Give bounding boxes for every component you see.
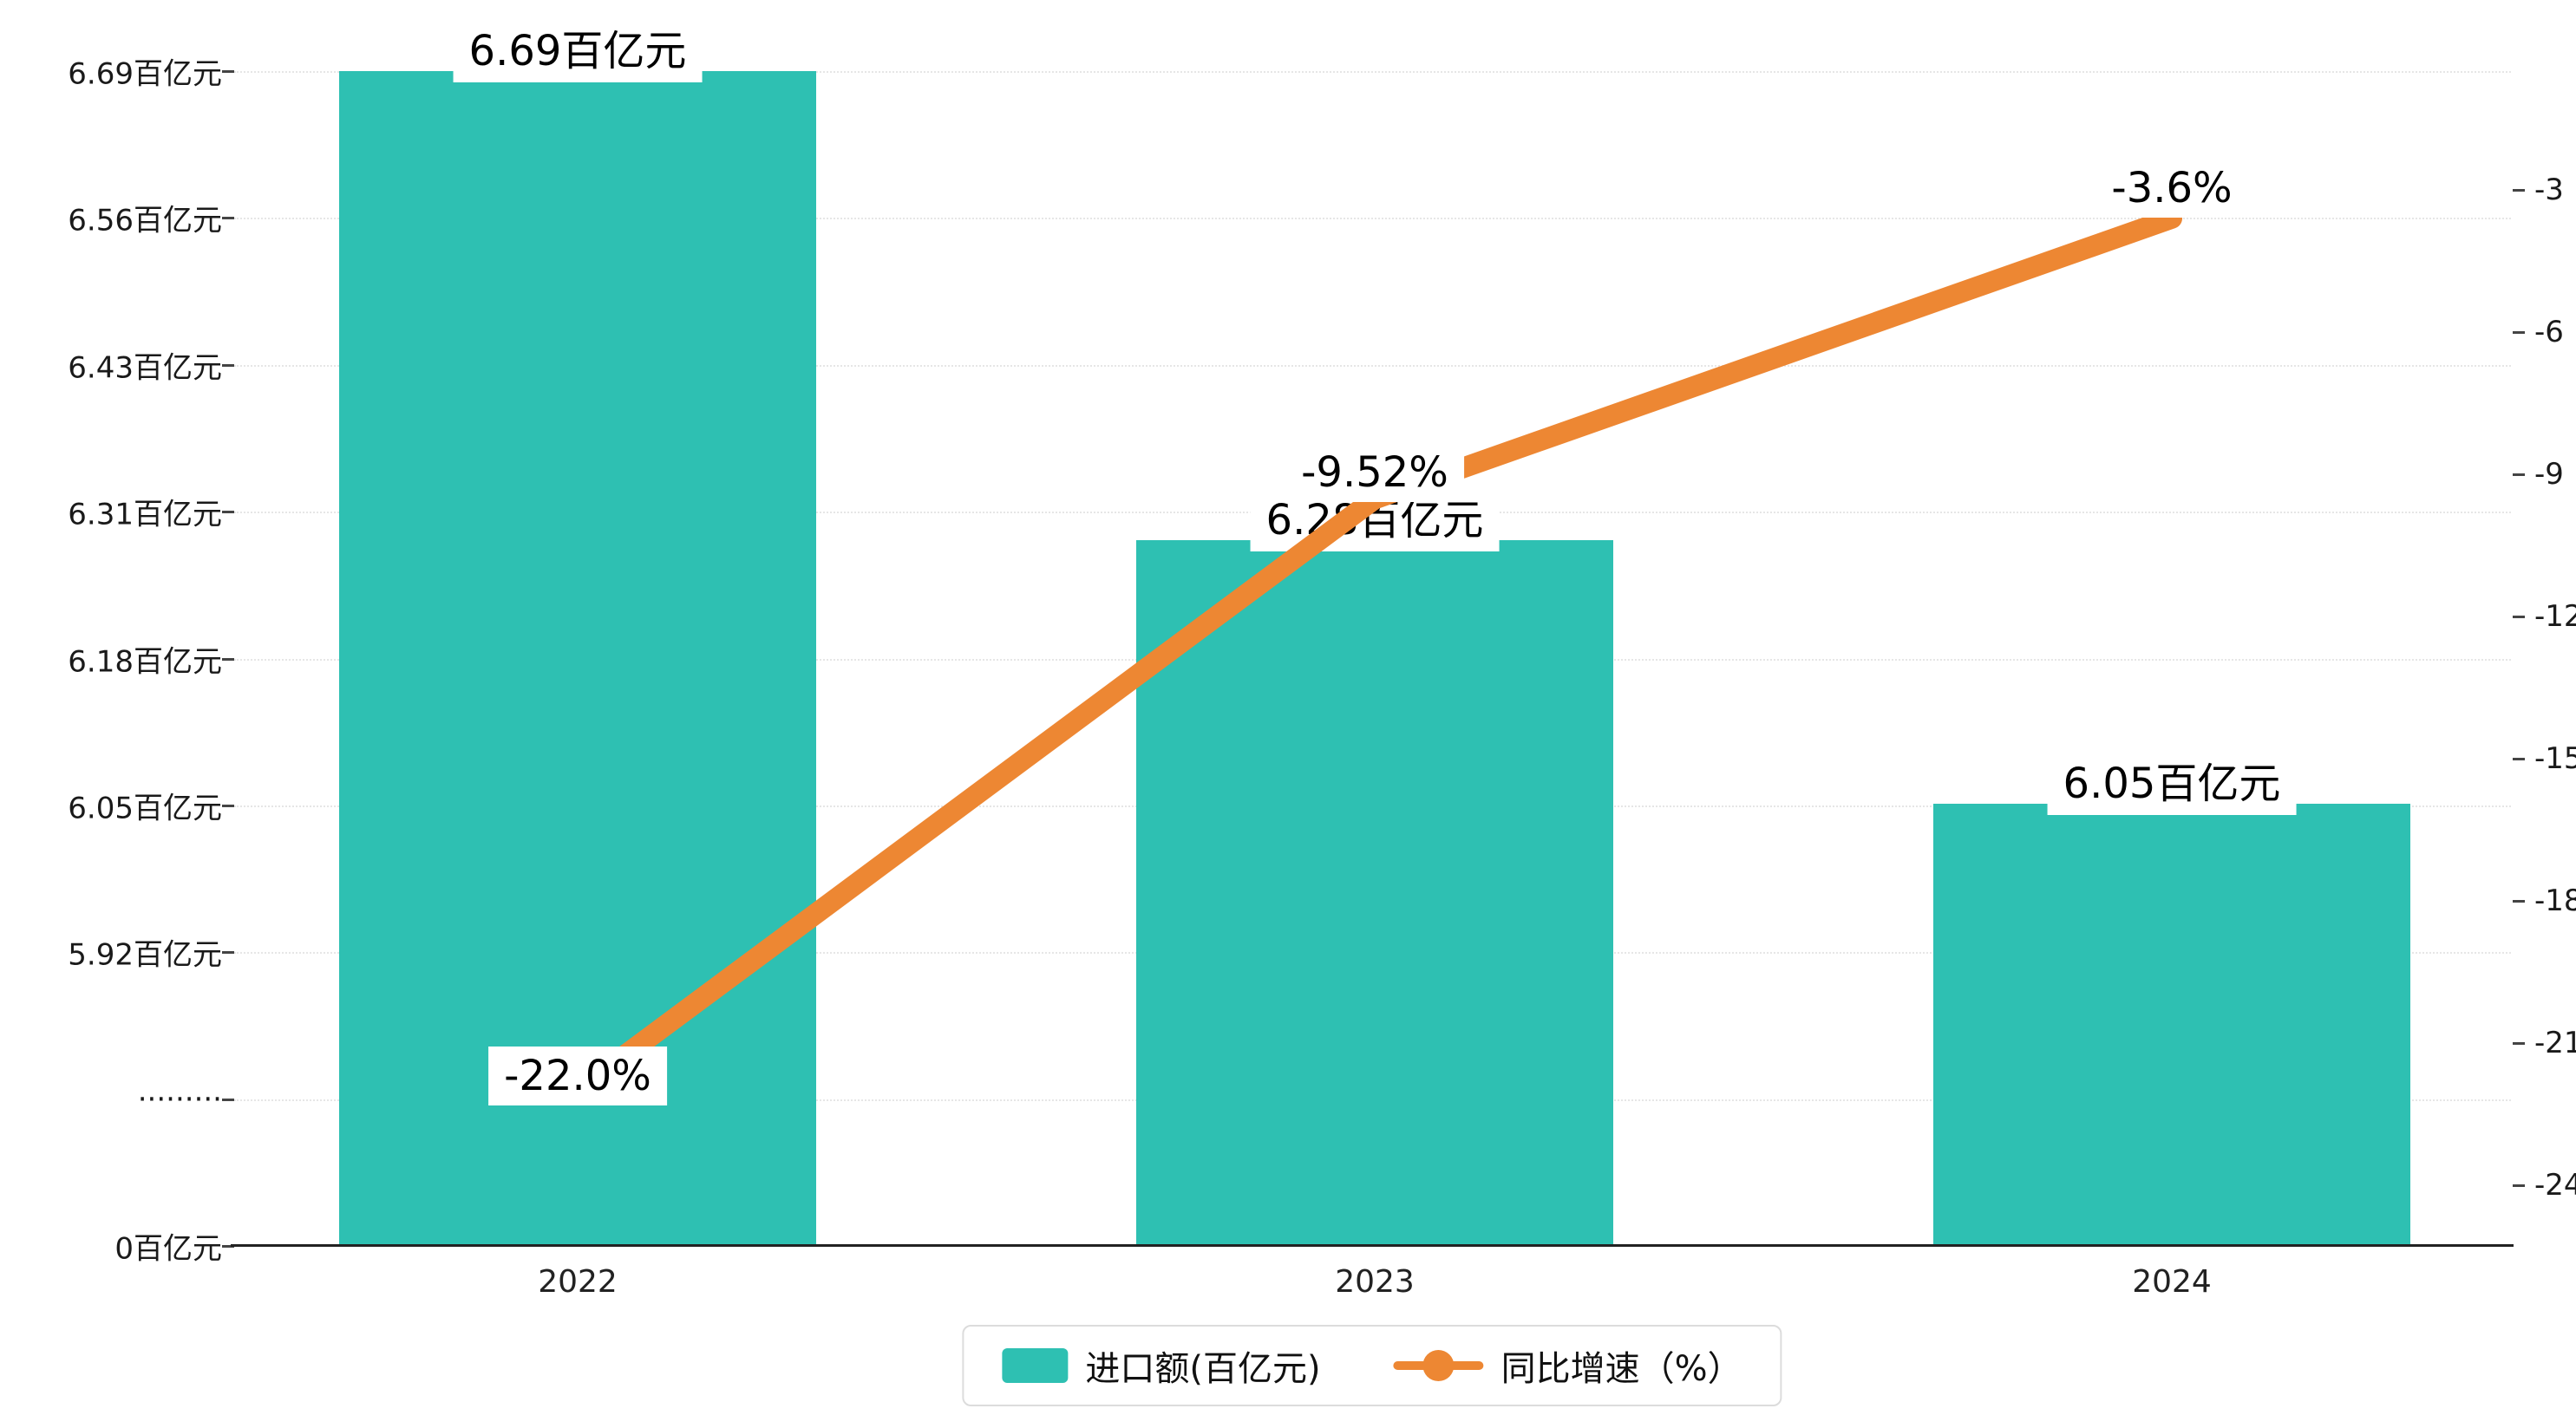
bar-2023 [1136, 540, 1613, 1246]
bar-2024 [1933, 803, 2410, 1246]
legend-label: 进口额(百亿元) [1085, 1349, 1321, 1389]
left-axis-tick-label: 6.56百亿元 [68, 203, 222, 238]
line-value-label: -9.52% [1285, 443, 1464, 503]
gridline [234, 71, 2511, 73]
left-axis-tick-label: 5.92百亿元 [68, 937, 222, 973]
right-axis-tick-label: -24 [2534, 1168, 2576, 1203]
right-axis-tick-mark [2513, 331, 2525, 334]
left-axis-tick-label: 6.43百亿元 [68, 350, 222, 386]
left-axis-tick-label: ········· [137, 1081, 222, 1117]
right-axis-tick-label: -18 [2534, 884, 2576, 918]
left-axis-tick-mark [222, 217, 234, 220]
left-axis-tick-label: 6.05百亿元 [68, 791, 222, 826]
right-axis-tick-mark [2513, 189, 2525, 192]
right-axis-tick-mark [2513, 1042, 2525, 1045]
legend-item-growth[interactable]: 同比增速（%） [1393, 1340, 1742, 1391]
legend-dot-icon [1422, 1350, 1455, 1381]
x-axis-label-2023: 2023 [1335, 1264, 1415, 1300]
left-axis-tick-mark [222, 70, 234, 73]
x-axis-label-2024: 2024 [2132, 1264, 2212, 1300]
legend-label: 同比增速（%） [1500, 1349, 1742, 1389]
right-axis-tick-label: -9 [2534, 457, 2564, 492]
left-axis-tick-label: 6.69百亿元 [68, 56, 222, 92]
left-axis-tick-mark [222, 1098, 234, 1101]
x-axis-label-2022: 2022 [538, 1264, 618, 1300]
left-axis-tick-mark [222, 657, 234, 661]
legend-line-marker-icon [1393, 1350, 1484, 1381]
line-value-label: -3.6% [2095, 158, 2248, 218]
right-axis-tick-label: -6 [2534, 315, 2564, 349]
right-axis-tick-label: -12 [2534, 599, 2576, 634]
left-axis-tick-label: 6.31百亿元 [68, 497, 222, 532]
right-axis-tick-mark [2513, 900, 2525, 903]
left-axis-tick-label: 0百亿元 [114, 1231, 222, 1267]
left-axis-tick-mark [222, 511, 234, 514]
bar-value-label: 6.69百亿元 [453, 10, 703, 82]
legend-item-import[interactable]: 进口额(百亿元) [1002, 1340, 1321, 1391]
right-axis-tick-mark [2513, 616, 2525, 618]
left-axis-tick-mark [222, 804, 234, 807]
line-value-label: -22.0% [488, 1046, 667, 1105]
x-axis-line [231, 1244, 2514, 1247]
left-axis-tick-mark [222, 363, 234, 367]
left-axis-tick-label: 6.18百亿元 [68, 644, 222, 679]
right-axis-tick-mark [2513, 1184, 2525, 1187]
left-axis-tick-mark [222, 951, 234, 955]
legend: 进口额(百亿元) 同比增速（%） [962, 1325, 1782, 1406]
left-axis-tick-mark [222, 1245, 234, 1248]
right-axis-tick-mark [2513, 473, 2525, 476]
right-axis-tick-label: -3 [2534, 173, 2564, 207]
bar-value-label: 6.05百亿元 [2047, 743, 2297, 815]
legend-bar-swatch-icon [1002, 1348, 1069, 1383]
right-axis-tick-mark [2513, 758, 2525, 760]
right-axis-tick-label: -21 [2534, 1026, 2576, 1060]
right-axis-tick-label: -15 [2534, 741, 2576, 776]
